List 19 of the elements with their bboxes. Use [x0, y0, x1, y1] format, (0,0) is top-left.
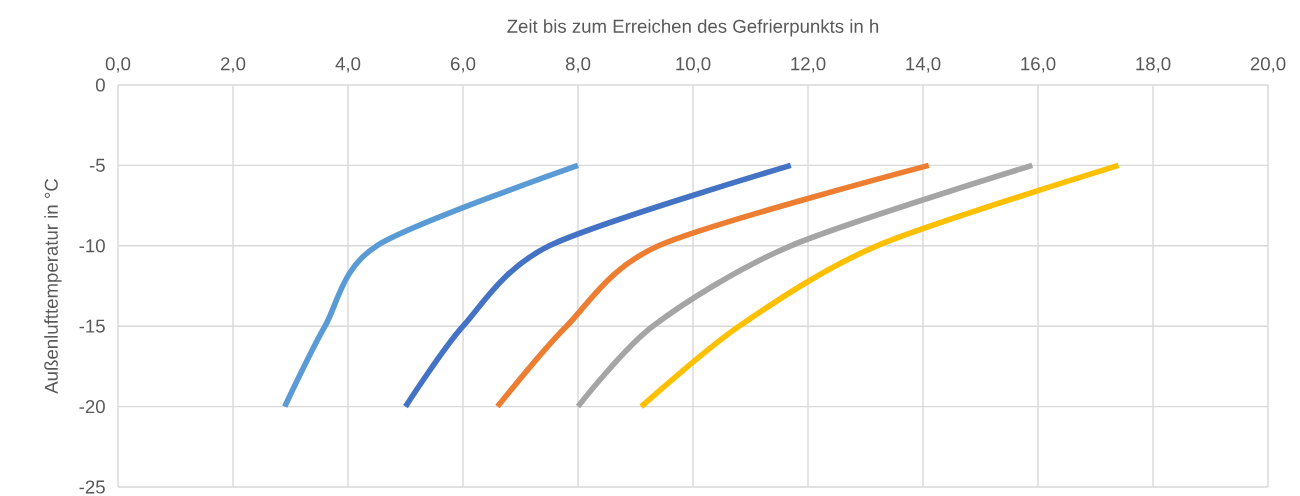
x-axis-title: Zeit bis zum Erreichen des Gefrierpunkts in h — [507, 19, 879, 37]
x-tick-label: 8,0 — [565, 57, 591, 73]
x-tick-label: 16,0 — [1021, 57, 1056, 73]
x-tick-label: 12,0 — [791, 57, 826, 73]
x-tick-label: 18,0 — [1136, 57, 1171, 73]
x-tick-label: 20,0 — [1250, 57, 1286, 73]
x-tick-label: 2,0 — [221, 57, 246, 73]
y-tick-label: -20 — [79, 400, 105, 414]
y-tick-label: -25 — [79, 480, 105, 494]
y-tick-label: -5 — [89, 158, 105, 172]
y-tick-label: 0 — [95, 78, 105, 92]
x-tick-label: 14,0 — [906, 57, 941, 73]
y-axis-title: Außenlufttemperatur in °C — [44, 178, 62, 394]
y-tick-label: -10 — [79, 239, 105, 253]
x-tick-label: 0,0 — [105, 57, 131, 73]
x-tick-label: 4,0 — [335, 57, 361, 73]
y-tick-label: -15 — [79, 319, 105, 333]
x-tick-label: 10,0 — [676, 57, 711, 73]
x-tick-label: 6,0 — [451, 57, 476, 73]
